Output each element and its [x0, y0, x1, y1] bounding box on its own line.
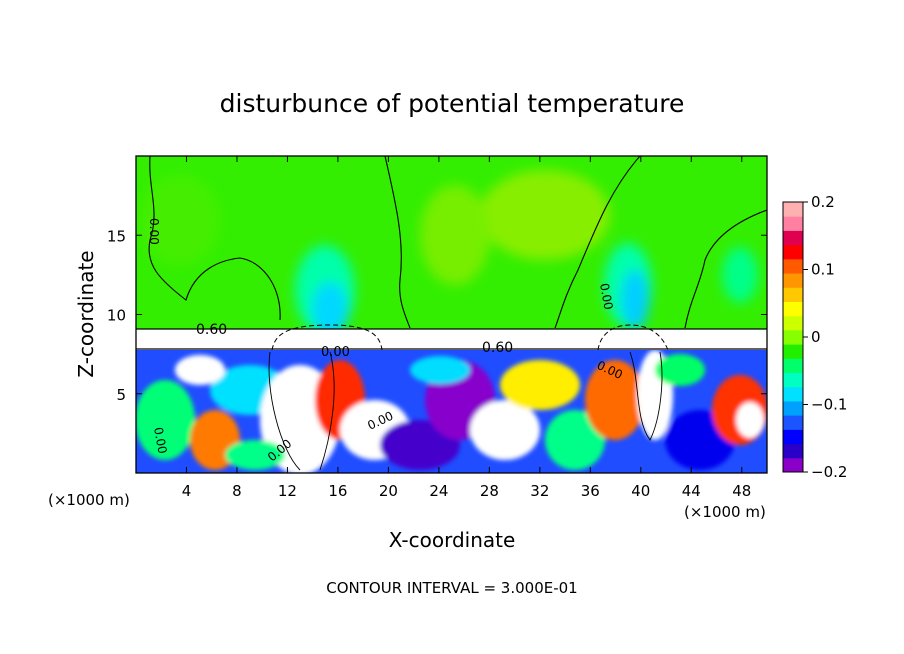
x-tick-label-12: 12 — [278, 482, 297, 500]
colorbar-swatch-11 — [783, 301, 803, 317]
lower-contour-1 — [268, 351, 335, 471]
colorbar-tick-label-0: 0.2 — [811, 193, 835, 211]
colorbar-tick-label-2: 0 — [811, 328, 821, 346]
dashed-bump-2 — [597, 324, 669, 351]
y-tick-label-10: 10 — [107, 307, 126, 325]
x-tick-label-48: 48 — [732, 482, 751, 500]
colorbar-swatch-1 — [783, 443, 803, 459]
y-tick-label-5: 5 — [116, 386, 126, 404]
colorbar — [783, 202, 803, 473]
colorbar-swatch-10 — [783, 315, 803, 331]
white-band — [136, 329, 767, 350]
colorbar-swatch-14 — [783, 258, 803, 274]
chart-title: disturbunce of potential temperature — [220, 89, 685, 118]
colorbar-swatch-6 — [783, 372, 803, 388]
colorbar-tick-label-3: −0.1 — [811, 396, 847, 414]
colorbar-swatch-18 — [783, 202, 803, 217]
y-axis-ticks: 5 10 15 — [107, 227, 767, 404]
x-tick-label-44: 44 — [682, 482, 701, 500]
colorbar-swatch-7 — [783, 358, 803, 374]
contour-label-2: 0.00 — [321, 345, 350, 360]
colorbar-swatch-12 — [783, 287, 803, 302]
x-tick-label-4: 4 — [182, 482, 192, 500]
colorbar-swatch-8 — [783, 344, 803, 359]
x-tick-label-36: 36 — [581, 482, 600, 500]
plot-area — [136, 156, 767, 473]
lower-field-structures — [136, 350, 767, 473]
colorbar-swatch-2 — [783, 429, 803, 445]
zero-contour-left — [148, 156, 281, 321]
x-unit-right: (×1000 m) — [684, 503, 766, 521]
lower-contour-2 — [629, 351, 663, 441]
x-tick-label-32: 32 — [530, 482, 549, 500]
contour-label-4: 0.00 — [147, 218, 161, 245]
zero-contour-far-right — [684, 209, 767, 329]
x-tick-label-24: 24 — [429, 482, 448, 500]
colorbar-swatch-3 — [783, 415, 803, 430]
x-tick-label-20: 20 — [379, 482, 398, 500]
x-axis-ticks: 4 8 12 16 20 24 28 32 36 40 44 48 — [182, 156, 751, 500]
dashed-bump-1 — [271, 324, 383, 351]
colorbar-swatch-9 — [783, 329, 803, 345]
colorbar-tick-label-4: −0.2 — [811, 463, 847, 481]
zero-contour-right — [554, 156, 641, 329]
x-tick-label-8: 8 — [232, 482, 242, 500]
colorbar-ticks: 0.2 0.1 0 −0.1 −0.2 — [803, 193, 847, 481]
colorbar-swatch-4 — [783, 400, 803, 416]
y-axis-label: Z-coordinate — [74, 250, 98, 377]
x-unit-left: (×1000 m) — [48, 491, 130, 509]
colorbar-tick-label-1: 0.1 — [811, 261, 835, 279]
colorbar-swatch-15 — [783, 244, 803, 260]
colorbar-swatch-17 — [783, 216, 803, 231]
colorbar-swatch-13 — [783, 273, 803, 288]
contour-label-8: 0.00 — [151, 426, 169, 455]
zero-contour-mid — [384, 156, 411, 329]
contour-interval-note: CONTOUR INTERVAL = 3.000E-01 — [326, 579, 577, 597]
contour-label-1: 0.60 — [196, 322, 227, 338]
colorbar-swatch-16 — [783, 230, 803, 246]
contour-label-3: 0.60 — [482, 340, 513, 356]
x-tick-label-28: 28 — [480, 482, 499, 500]
x-tick-label-40: 40 — [631, 482, 650, 500]
colorbar-swatch-0 — [783, 457, 803, 473]
x-axis-label: X-coordinate — [389, 528, 516, 552]
contour-label-5: 0.00 — [597, 282, 615, 311]
y-tick-label-15: 15 — [107, 227, 126, 245]
colorbar-swatch-5 — [783, 386, 803, 402]
x-tick-label-16: 16 — [328, 482, 347, 500]
upper-field-anomalies — [140, 170, 758, 338]
